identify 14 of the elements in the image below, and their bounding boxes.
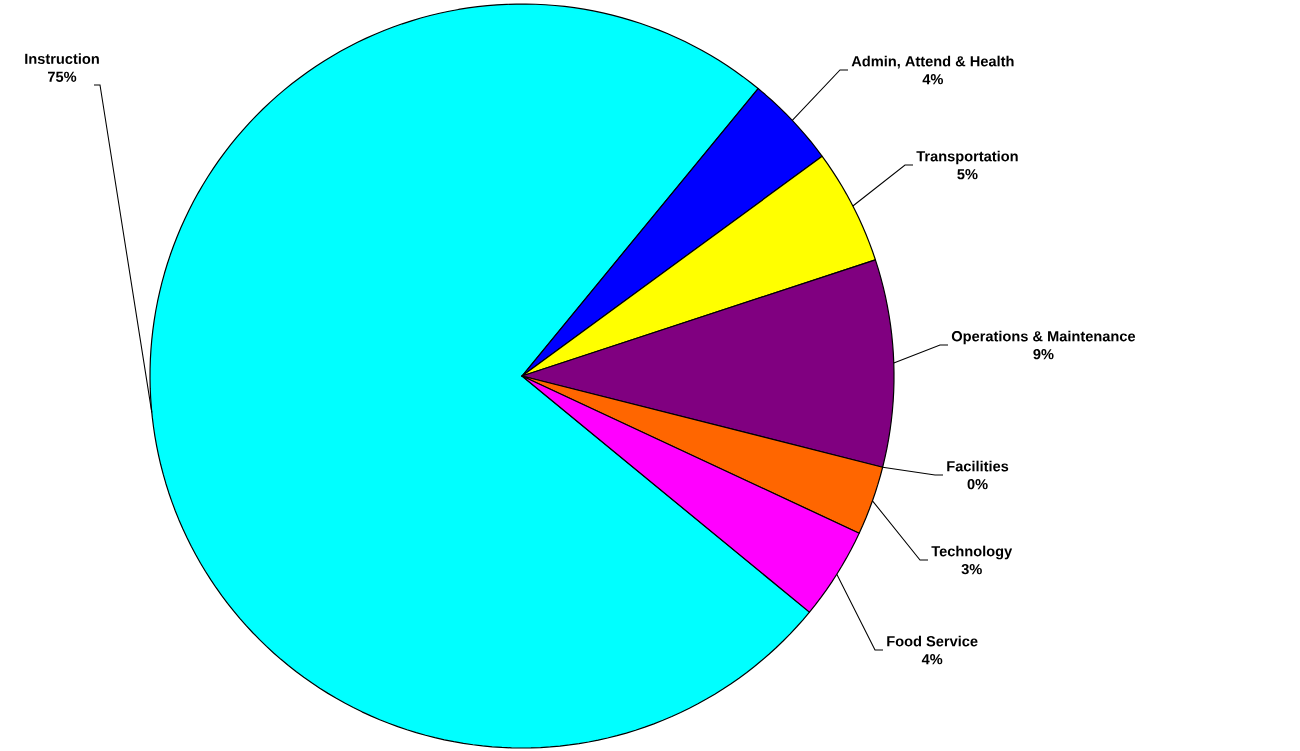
text: 0% xyxy=(967,479,988,490)
slice-label: Instruction xyxy=(25,53,99,64)
slice-label: Transportation xyxy=(916,150,1018,165)
data-label: 4% xyxy=(922,74,944,85)
data-label: 4% xyxy=(921,654,943,665)
slice-label: Technology xyxy=(931,545,1013,560)
data-label: 75% xyxy=(48,71,77,82)
slice-label: Food Service xyxy=(887,635,978,647)
data-label: 9% xyxy=(1033,349,1054,360)
slice-label: Operations & Maintenance xyxy=(951,330,1136,345)
data-label: 3% xyxy=(961,564,982,575)
data-label: 5% xyxy=(957,169,978,180)
slice-label: Admin, Attend & Health xyxy=(851,55,1014,69)
legend-label: Facilities xyxy=(947,460,1009,472)
